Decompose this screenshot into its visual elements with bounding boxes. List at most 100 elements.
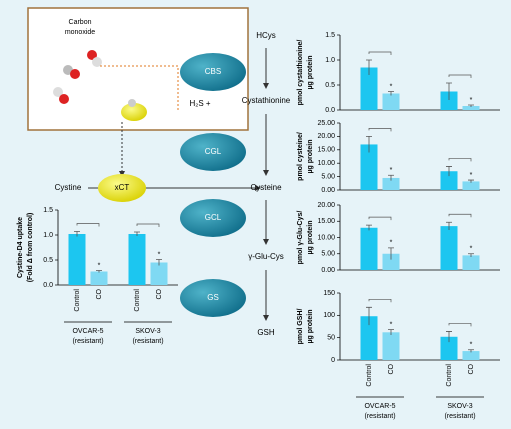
error-bar (468, 179, 474, 183)
significance: * (470, 97, 473, 104)
comparison-bracket (368, 298, 392, 303)
bar (440, 171, 458, 190)
category-label: OVCAR-5 (72, 328, 103, 335)
bar (462, 255, 480, 270)
comparison-bracket (448, 158, 472, 162)
x-tick-label: Control (446, 364, 453, 387)
bar (150, 262, 168, 285)
comparison-bracket (448, 74, 472, 78)
enzyme (180, 199, 246, 237)
y-tick-label: 50 (327, 335, 335, 342)
x-tick-label: Control (134, 289, 141, 312)
comparison-bracket (448, 213, 472, 218)
error-bar (446, 166, 452, 177)
comparison-bracket (76, 223, 100, 227)
comparison-bracket (368, 128, 392, 132)
y-tick-label: 10.00 (317, 234, 335, 241)
category-label: SKOV-3 (447, 403, 472, 410)
enzyme-label: CBS (205, 67, 221, 76)
metabolite: Cystathionine (242, 96, 291, 105)
error-bar (388, 174, 394, 181)
bar (128, 234, 146, 285)
y-tick-label: 5.00 (321, 251, 335, 258)
significance: * (158, 251, 161, 258)
metabolite: γ-Glu-Cys (248, 252, 284, 261)
significance: * (390, 321, 393, 328)
error-bar (446, 82, 452, 100)
y-axis-label: pmol γ-Glu-Cys/ (297, 211, 304, 265)
y-tick-label: 0 (331, 357, 335, 364)
bar (440, 226, 458, 270)
y-tick-label: 20.00 (317, 202, 335, 209)
x-tick-label: Control (366, 364, 373, 387)
x-tick-label: CO (96, 288, 103, 299)
box-label: Carbon (69, 19, 92, 26)
significance: * (390, 240, 393, 247)
error-bar (156, 259, 162, 266)
error-bar (366, 224, 372, 231)
metabolite: Cysteine (250, 183, 282, 192)
y-tick-label: 0.00 (321, 267, 335, 274)
y-axis-label: µg protein (307, 221, 314, 255)
bar (440, 336, 458, 360)
bar (360, 144, 378, 190)
category-note: (resistant) (132, 338, 163, 345)
category-note: (resistant) (72, 338, 103, 345)
y-axis-label: pmol GSH/ (297, 309, 304, 345)
y-tick-label: 1.5 (43, 207, 53, 214)
bar (440, 91, 458, 110)
error-bar (366, 136, 372, 153)
error-bar (96, 270, 102, 273)
error-bar (468, 104, 474, 107)
bar (382, 253, 400, 270)
co-bound (121, 103, 147, 121)
category-label: OVCAR-5 (364, 403, 395, 410)
bar (68, 234, 86, 285)
error-bar (134, 231, 140, 236)
error-bar (446, 331, 452, 343)
y-tick-label: 15.00 (317, 147, 335, 154)
significance: * (390, 83, 393, 90)
enzyme-label: GCL (205, 213, 222, 222)
category-note: (resistant) (364, 413, 395, 420)
y-axis-label: Cystine-D4 uptake (17, 217, 24, 278)
enzyme-label: GS (207, 293, 219, 302)
comparison-bracket (448, 323, 472, 327)
h2s-label: H₂S + (189, 99, 210, 108)
error-bar (388, 329, 394, 335)
enzyme (180, 53, 246, 91)
error-bar (366, 59, 372, 75)
y-tick-label: 150 (323, 290, 335, 297)
category-label: SKOV-3 (135, 328, 160, 335)
error-bar (446, 221, 452, 231)
x-tick-label: CO (388, 363, 395, 374)
enzyme-label: CGL (205, 147, 222, 156)
y-tick-label: 10.00 (317, 160, 335, 167)
significance: * (390, 167, 393, 174)
error-bar (468, 253, 474, 257)
transporter (98, 174, 146, 202)
y-tick-label: 100 (323, 312, 335, 319)
significance: * (470, 342, 473, 349)
bar (360, 67, 378, 110)
y-axis-label: µg protein (307, 310, 314, 344)
y-tick-label: 0.5 (325, 82, 335, 89)
y-axis-label: µg protein (307, 140, 314, 174)
metabolite: Cystine (55, 183, 82, 192)
metabolite: HCys (256, 31, 276, 40)
y-tick-label: 1.5 (325, 32, 335, 39)
x-tick-label: CO (468, 363, 475, 374)
transporter-label: xCT (115, 183, 130, 192)
enzyme (180, 279, 246, 317)
error-bar (366, 306, 372, 326)
bar (462, 351, 480, 360)
significance: * (470, 172, 473, 179)
error-bar (388, 247, 394, 260)
molecules (53, 50, 102, 104)
bar (382, 93, 400, 110)
y-axis-label: µg protein (307, 56, 314, 90)
bar (462, 106, 480, 110)
y-tick-label: 0.00 (321, 187, 335, 194)
bar (462, 181, 480, 190)
